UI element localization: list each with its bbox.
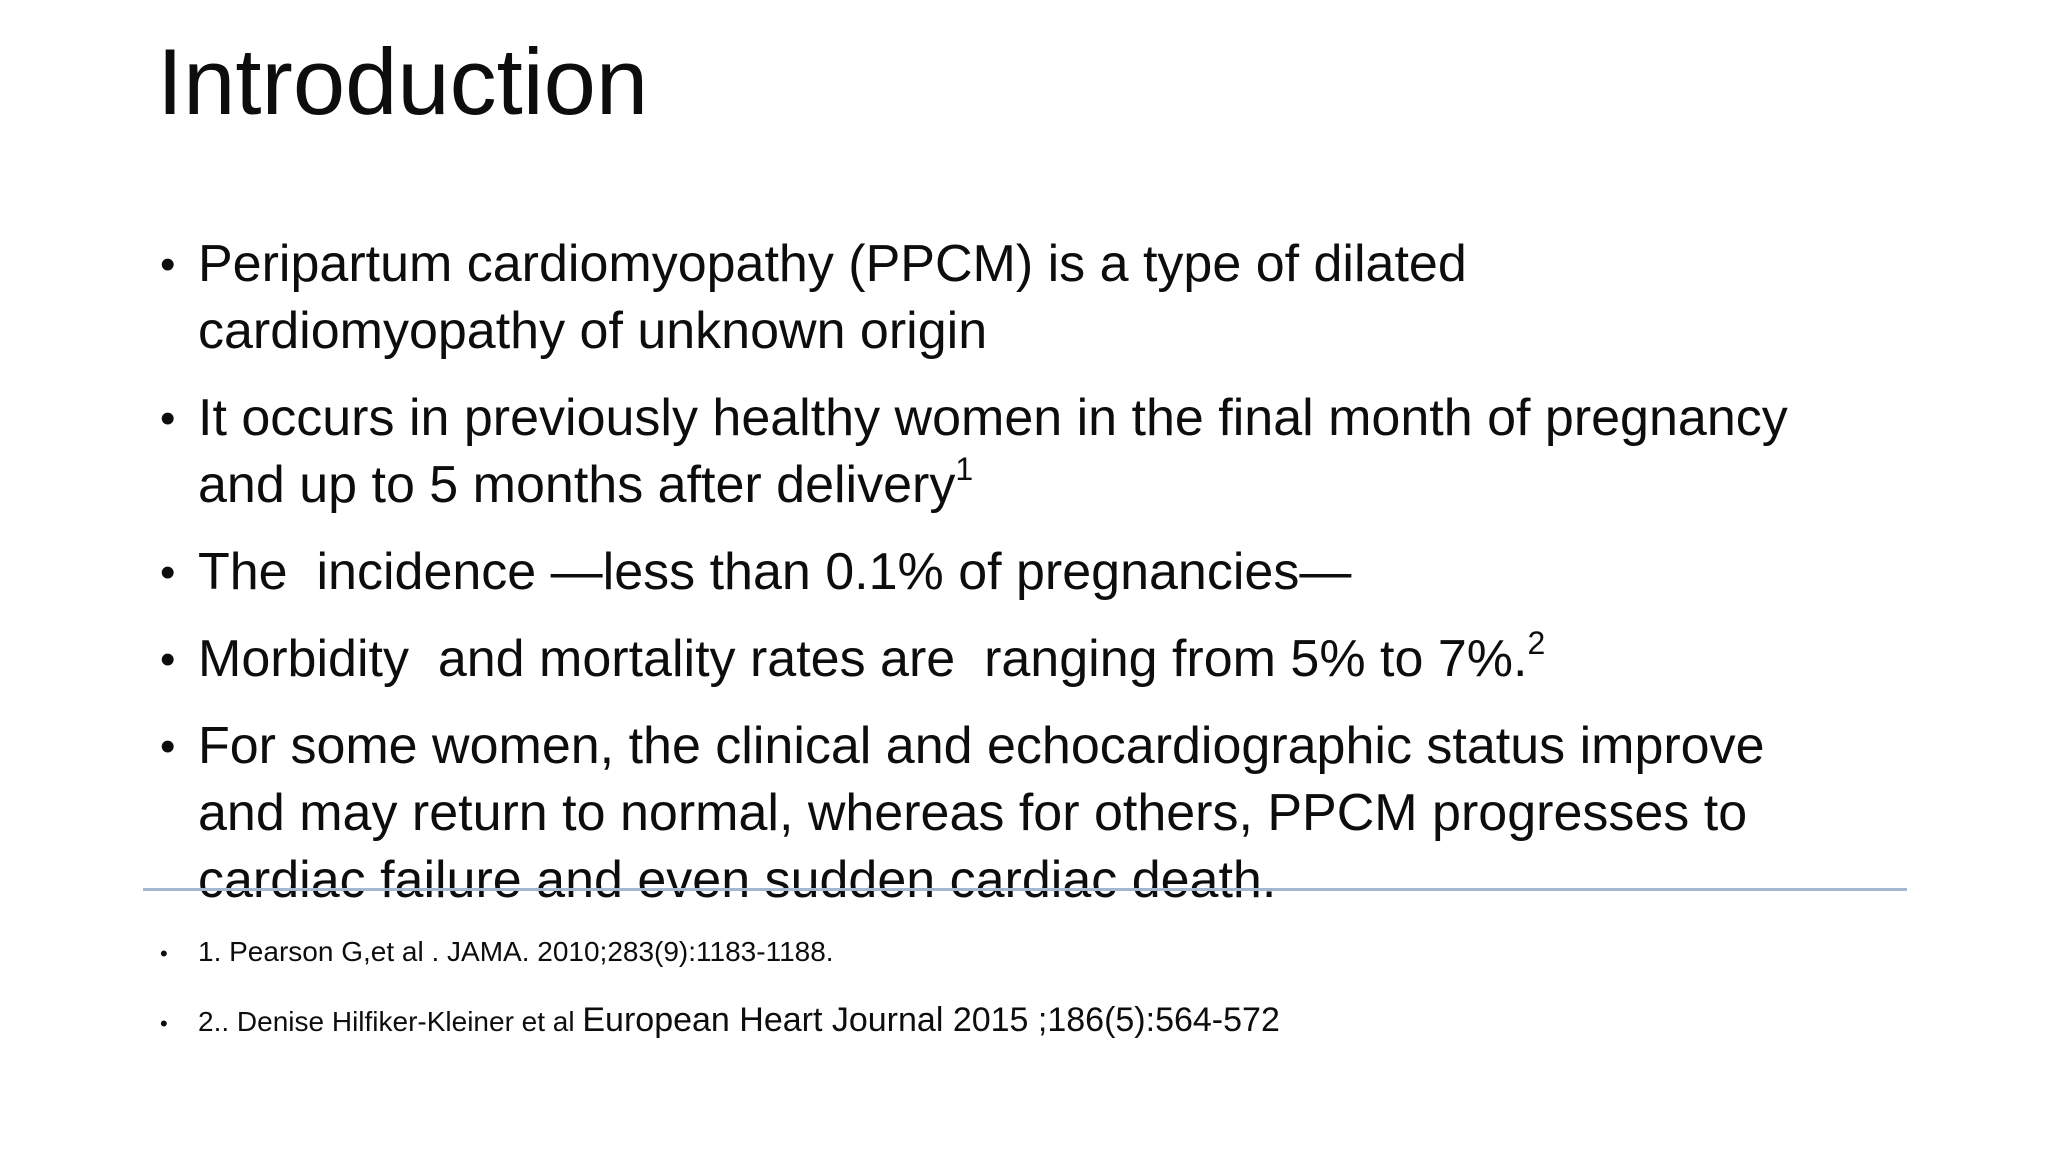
reference-text-large: European Heart Journal 2015 ;186(5):564-… — [582, 1001, 1280, 1039]
page-title: Introduction — [157, 29, 649, 134]
bullet-item: • For some women, the clinical and echoc… — [160, 713, 2040, 914]
bullet-icon: • — [160, 1011, 168, 1036]
bullet-icon: • — [160, 722, 176, 771]
bullet-icon: • — [160, 941, 168, 966]
superscript: 2 — [1527, 625, 1546, 661]
bullet-list: • Peripartum cardiomyopathy (PPCM) is a … — [160, 231, 2040, 934]
bullet-icon: • — [160, 635, 176, 684]
divider-line — [143, 888, 1907, 891]
reference-text: 2.. Denise Hilfiker-Kleiner et al Europe… — [198, 1000, 1280, 1042]
bullet-text-body: It occurs in previously healthy women in… — [198, 389, 1788, 514]
bullet-icon: • — [160, 394, 176, 443]
bullet-item: • The incidence —less than 0.1% of pregn… — [160, 539, 2040, 606]
bullet-item: • It occurs in previously healthy women … — [160, 385, 2040, 519]
bullet-text-body: The incidence —less than 0.1% of pregnan… — [198, 543, 1352, 601]
superscript: 1 — [955, 451, 974, 487]
reference-list: • 1. Pearson G,et al . JAMA. 2010;283(9)… — [160, 930, 1960, 1070]
reference-text: 1. Pearson G,et al . JAMA. 2010;283(9):1… — [198, 930, 834, 972]
reference-item: • 1. Pearson G,et al . JAMA. 2010;283(9)… — [160, 930, 1960, 974]
bullet-icon: • — [160, 240, 176, 289]
reference-item: • 2.. Denise Hilfiker-Kleiner et al Euro… — [160, 1000, 1960, 1044]
bullet-text: Morbidity and mortality rates are rangin… — [198, 626, 1545, 693]
reference-text-small: 2.. Denise Hilfiker-Kleiner et al — [198, 1006, 583, 1037]
bullet-icon: • — [160, 548, 176, 597]
bullet-text: It occurs in previously healthy women in… — [198, 385, 1788, 519]
bullet-text-body: Morbidity and mortality rates are rangin… — [198, 630, 1528, 688]
bullet-item: • Peripartum cardiomyopathy (PPCM) is a … — [160, 231, 2040, 365]
bullet-item: • Morbidity and mortality rates are rang… — [160, 626, 2040, 693]
bullet-text: Peripartum cardiomyopathy (PPCM) is a ty… — [198, 231, 1467, 365]
reference-text-small: 1. Pearson G,et al . JAMA. 2010;283(9):1… — [198, 936, 834, 967]
bullet-text: For some women, the clinical and echocar… — [198, 713, 1765, 914]
bullet-text: The incidence —less than 0.1% of pregnan… — [198, 539, 1351, 606]
bullet-text-body: Peripartum cardiomyopathy (PPCM) is a ty… — [198, 235, 1467, 360]
bullet-text-body: For some women, the clinical and echocar… — [198, 717, 1765, 909]
